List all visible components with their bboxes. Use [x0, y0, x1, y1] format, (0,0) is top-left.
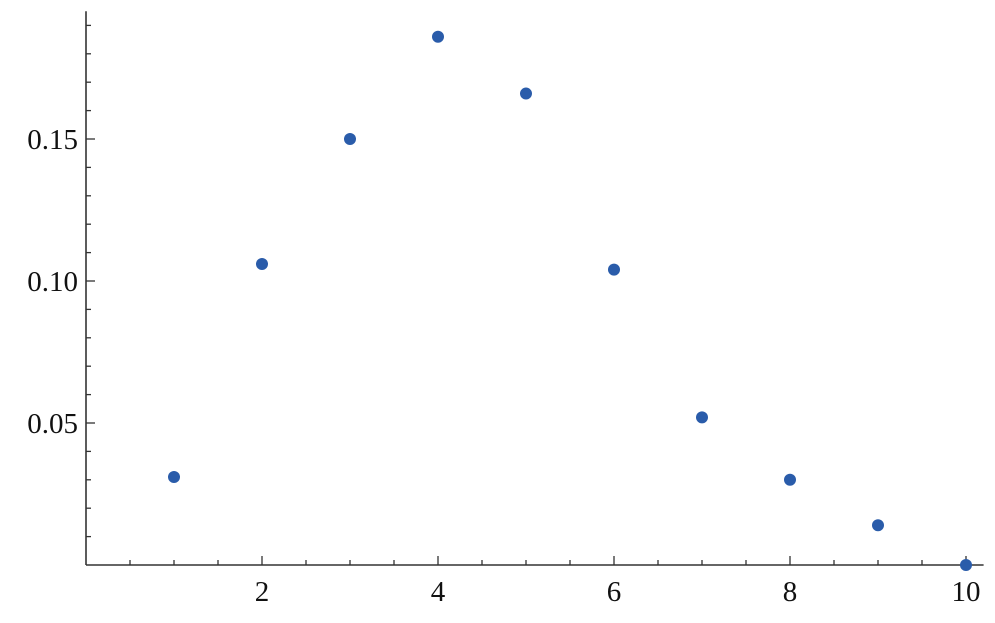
y-tick-label: 0.15 — [27, 124, 78, 156]
x-tick-label: 2 — [255, 576, 270, 608]
tick-labels: 2 4 6 8 10 0.05 0.10 0.15 — [27, 124, 980, 608]
x-tick-label: 4 — [431, 576, 446, 608]
axes — [85, 11, 984, 566]
data-point — [696, 411, 708, 424]
y-tick-label: 0.05 — [27, 408, 78, 440]
x-tick-label: 10 — [952, 576, 981, 608]
ticks — [86, 24, 967, 565]
x-tick-label: 6 — [607, 576, 622, 608]
data-points — [168, 30, 972, 571]
data-point — [432, 30, 444, 43]
y-tick-label: 0.10 — [27, 266, 78, 298]
data-point — [784, 473, 796, 486]
data-point — [256, 257, 268, 270]
data-point — [168, 470, 180, 483]
data-point — [520, 87, 532, 100]
data-point — [344, 133, 356, 145]
x-tick-label: 8 — [783, 576, 798, 608]
data-point — [872, 519, 884, 532]
data-point — [960, 559, 972, 571]
data-point — [608, 263, 620, 276]
